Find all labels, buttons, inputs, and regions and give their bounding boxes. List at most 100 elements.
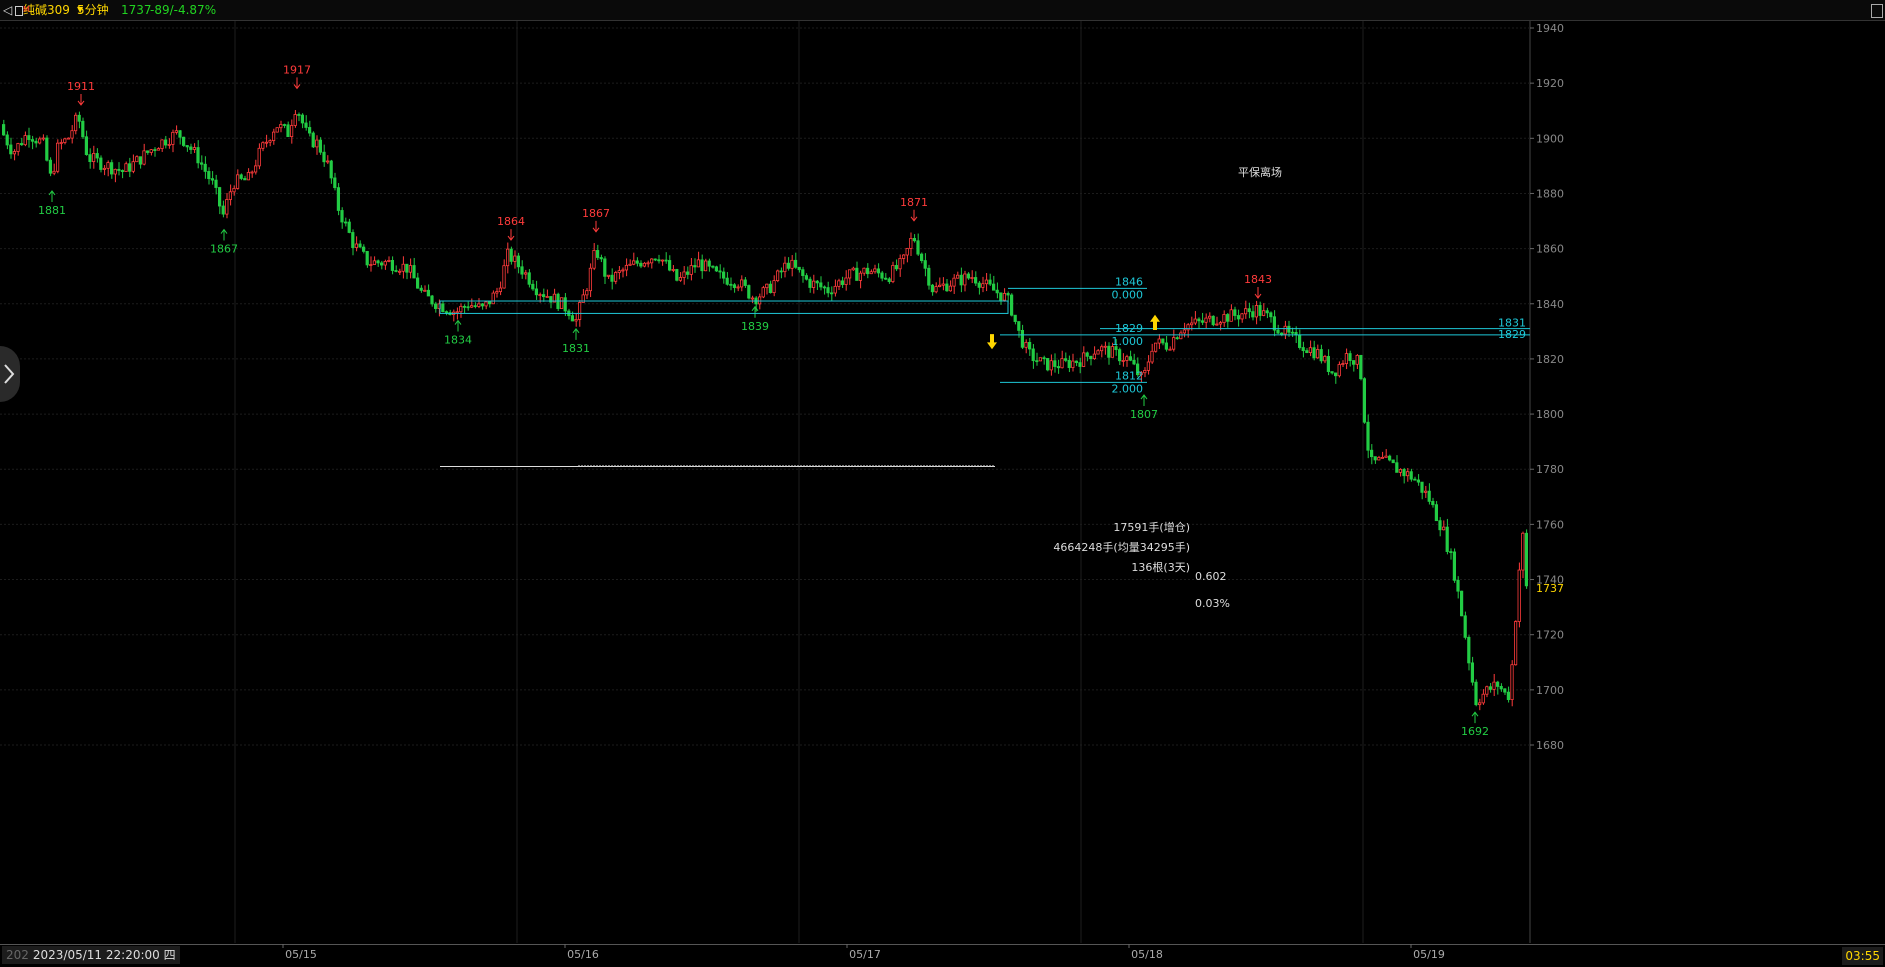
candle-body — [70, 130, 74, 139]
candle-body — [822, 286, 827, 289]
candle-body — [1229, 309, 1233, 322]
candle-body — [966, 273, 971, 279]
candle-body — [127, 163, 132, 172]
peak-arrow-head — [910, 216, 918, 222]
candle-body — [650, 258, 654, 264]
candle-body — [1503, 688, 1507, 693]
candle-body — [891, 265, 895, 283]
candle-body — [426, 289, 431, 297]
trough-label: 1807 — [1130, 408, 1158, 421]
candle-body — [1348, 353, 1352, 361]
candle-body — [1524, 532, 1528, 587]
window-icon[interactable] — [15, 6, 23, 16]
candle-body — [271, 131, 276, 141]
candle-body — [920, 253, 924, 262]
candle-body — [1434, 504, 1438, 522]
candle-body — [635, 260, 639, 264]
candle-body — [984, 279, 989, 285]
candle-body — [1179, 332, 1183, 340]
trough-arrow-head — [220, 228, 228, 234]
candle-body — [1150, 350, 1154, 363]
candle-body — [718, 270, 722, 273]
candle-body — [390, 260, 395, 271]
candle-body — [887, 278, 891, 283]
candle-body — [1211, 315, 1215, 326]
candle-body — [1247, 308, 1251, 313]
candle-body — [1456, 579, 1460, 592]
candle-body — [1506, 691, 1510, 700]
back-button[interactable]: ◁ — [3, 3, 13, 17]
candle-body — [505, 248, 510, 267]
candle-body — [1103, 345, 1107, 348]
candle-body — [894, 265, 899, 270]
candle-body — [880, 272, 884, 279]
candle-body — [560, 297, 564, 309]
candle-body — [743, 279, 747, 286]
candle-body — [207, 171, 211, 180]
right-level-label: 1829 — [1498, 328, 1526, 341]
candle-body — [1420, 481, 1424, 493]
candle-body — [750, 297, 755, 300]
right-level-label: 1831 — [1498, 317, 1526, 330]
candle-body — [1085, 352, 1089, 357]
candle-body — [963, 273, 967, 286]
candle-body — [405, 263, 409, 273]
candle-body — [484, 301, 488, 307]
candle-body — [866, 267, 870, 275]
candle-body — [351, 232, 355, 248]
candle-body — [1064, 358, 1068, 361]
candle-body — [934, 286, 938, 293]
candle-body — [502, 265, 506, 289]
candle-body — [1467, 636, 1471, 664]
candle-body — [1121, 360, 1125, 362]
candle-body — [23, 135, 27, 146]
candle-body — [1384, 455, 1388, 458]
candle-body — [253, 165, 258, 173]
percent-label: 0.03% — [1195, 597, 1230, 610]
candle-body — [174, 130, 178, 133]
candle-body — [909, 238, 913, 249]
candle-body — [412, 265, 416, 279]
candle-body — [840, 280, 845, 285]
candle-body — [639, 262, 643, 267]
candle-body — [239, 174, 243, 179]
trough-arrow-head — [1471, 711, 1479, 717]
clock: 03:55 — [1842, 947, 1883, 965]
cursor-time: 202 2023/05/11 22:20:00 四 — [2, 946, 180, 964]
candle-body — [646, 262, 650, 265]
candle-body — [1262, 310, 1266, 316]
candle-body — [1078, 362, 1082, 367]
price-tick-label: 1700 — [1536, 684, 1564, 697]
candle-body — [1380, 456, 1384, 459]
candle-body — [1352, 360, 1356, 365]
candle-body — [581, 294, 585, 303]
candle-body — [325, 160, 330, 163]
candle-body — [1132, 359, 1136, 365]
candle-body — [289, 125, 294, 138]
candle-body — [585, 290, 589, 296]
candle-body — [387, 260, 391, 262]
peak-label: 1871 — [900, 196, 928, 209]
candle-body — [624, 264, 629, 271]
candle-body — [1240, 313, 1244, 320]
kline-chart[interactable]: 1680 1700 1720 1740 1760 1780 1800 1820 1840 1860… — [0, 21, 1885, 944]
candle-body — [34, 140, 38, 144]
side-panel-toggle[interactable] — [0, 346, 20, 402]
candle-body — [999, 292, 1003, 301]
date-label: 05/17 — [849, 948, 881, 961]
candle-body — [1046, 358, 1050, 371]
candle-body — [952, 277, 956, 287]
maximize-icon[interactable] — [1871, 4, 1883, 18]
candle-body — [1182, 329, 1186, 334]
candle-body — [30, 139, 35, 142]
peak-arrow-head — [77, 100, 85, 106]
candle-body — [549, 296, 553, 303]
price-change: -89/-4.87% — [150, 3, 217, 17]
candle-body — [869, 271, 873, 275]
candle-body — [686, 271, 690, 275]
candle-body — [1319, 349, 1323, 362]
candle-body — [923, 260, 927, 269]
candle-body — [570, 315, 575, 322]
candle-body — [433, 303, 438, 309]
candle-body — [1096, 350, 1100, 355]
